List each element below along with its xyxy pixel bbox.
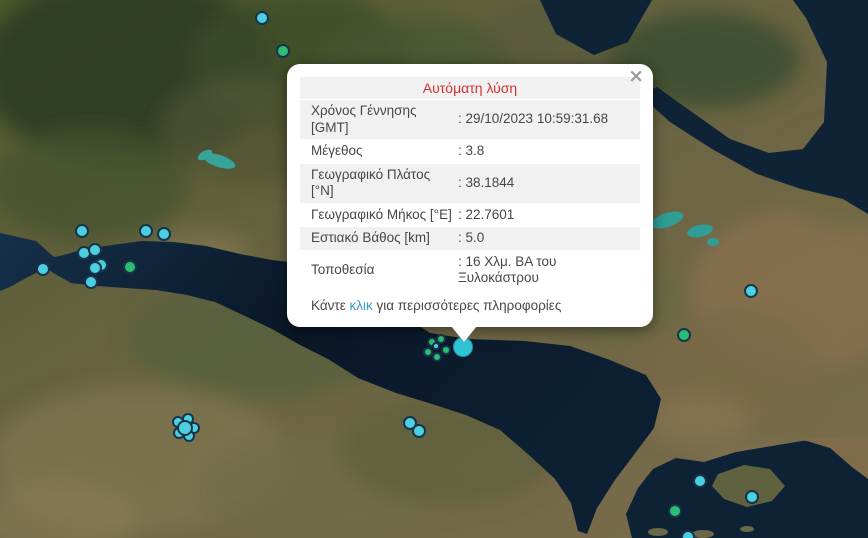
earthquake-marker[interactable]	[436, 334, 446, 344]
earthquake-marker[interactable]	[432, 352, 442, 362]
popup-tail	[451, 325, 477, 342]
row-value: : 22.7601	[458, 206, 515, 222]
earthquake-marker[interactable]	[157, 227, 171, 241]
row-label: Μέγεθος	[311, 143, 363, 158]
earthquake-marker[interactable]	[744, 284, 758, 298]
earthquake-marker[interactable]	[123, 260, 137, 274]
earthquake-marker[interactable]	[84, 275, 98, 289]
more-info-link[interactable]: κλικ	[349, 297, 373, 313]
earthquake-marker[interactable]	[432, 342, 440, 350]
earthquake-marker[interactable]	[412, 424, 426, 438]
popup-footer: Κάντε κλικ για περισσότερες πληροφορίες	[300, 291, 640, 316]
table-row-longitude: Γεωγραφικό Μήκος [°E] : 22.7601	[300, 204, 640, 227]
earthquake-marker[interactable]	[36, 262, 50, 276]
earthquake-marker[interactable]	[88, 261, 102, 275]
earthquake-info-popup: × Αυτόματη λύση Χρόνος Γέννησης [GMT] : …	[287, 64, 653, 342]
earthquake-marker[interactable]	[423, 347, 433, 357]
row-value: : 16 Χλμ. ΒΑ του Ξυλοκάστρου	[458, 253, 557, 286]
earthquake-marker[interactable]	[681, 530, 695, 538]
row-label: Χρόνος Γέννησης [GMT]	[311, 103, 417, 135]
earthquake-marker[interactable]	[668, 504, 682, 518]
earthquake-marker[interactable]	[441, 345, 451, 355]
footer-text-pre: Κάντε	[311, 297, 350, 313]
table-row-location: Τοποθεσία : 16 Χλμ. ΒΑ του Ξυλοκάστρου	[300, 251, 640, 291]
row-label: Γεωγραφικό Πλάτος [°N]	[311, 166, 431, 199]
table-row-origin-time: Χρόνος Γέννησης [GMT] : 29/10/2023 10:59…	[300, 100, 640, 140]
table-row-magnitude: Μέγεθος : 3.8	[300, 140, 640, 164]
earthquake-marker[interactable]	[177, 420, 193, 436]
row-value: : 29/10/2023 10:59:31.68	[458, 111, 609, 127]
earthquake-marker[interactable]	[139, 224, 153, 238]
table-row-latitude: Γεωγραφικό Πλάτος [°N] : 38.1844	[300, 163, 640, 204]
close-icon[interactable]: ×	[628, 65, 644, 87]
row-label: Γεωγραφικό Μήκος [°E]	[311, 206, 452, 222]
table-row-depth: Εστιακό Βάθος [km] : 5.0	[300, 227, 640, 251]
row-value: : 38.1844	[458, 174, 515, 190]
earthquake-marker[interactable]	[88, 243, 102, 257]
row-value: : 3.8	[458, 143, 485, 158]
row-label: Εστιακό Βάθος [km]	[311, 230, 430, 245]
earthquake-marker[interactable]	[745, 490, 759, 504]
earthquake-marker[interactable]	[276, 44, 290, 58]
row-label: Τοποθεσία	[311, 261, 375, 277]
earthquake-marker[interactable]	[677, 328, 691, 342]
earthquake-marker[interactable]	[75, 224, 89, 238]
earthquake-marker[interactable]	[255, 11, 269, 25]
row-value: : 5.0	[458, 230, 485, 245]
popup-title: Αυτόματη λύση	[300, 77, 640, 99]
footer-text-post: για περισσότερες πληροφορίες	[372, 297, 562, 313]
earthquake-marker[interactable]	[693, 474, 707, 488]
